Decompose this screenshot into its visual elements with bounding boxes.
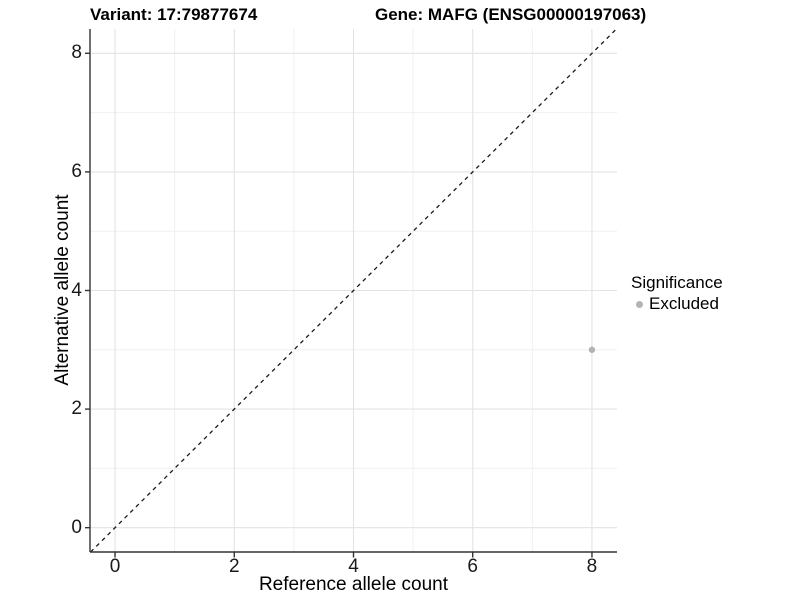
legend-item: Excluded (631, 294, 723, 314)
legend: Significance Excluded (631, 272, 723, 314)
y-tick-label: 4 (71, 279, 82, 301)
y-tick-label: 8 (71, 42, 82, 64)
data-point (588, 346, 596, 353)
identity-line (90, 29, 617, 553)
x-tick-label: 6 (467, 556, 479, 577)
legend-item-label: Excluded (649, 294, 719, 313)
x-axis-title: Reference allele count (258, 574, 449, 595)
y-tick-label: 0 (71, 516, 82, 538)
plot-title-gene: Gene: MAFG (ENSG00000197063) (375, 5, 647, 24)
y-tick-label: 2 (71, 398, 82, 420)
x-tick-label: 4 (348, 556, 359, 577)
x-tick-label: 0 (109, 556, 121, 577)
legend-title: Significance (631, 273, 723, 292)
plot-title-variant: Variant: 17:79877674 (90, 5, 258, 24)
y-tick-label: 6 (71, 160, 82, 182)
legend-key-dot-icon (636, 300, 643, 308)
plot-area (85, 29, 617, 558)
legend-items: Excluded (631, 294, 723, 314)
x-tick-label: 2 (228, 556, 240, 577)
x-tick-label: 8 (586, 556, 598, 577)
